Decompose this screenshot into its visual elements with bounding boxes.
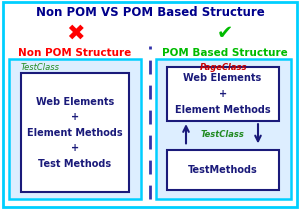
FancyBboxPatch shape [9, 59, 141, 199]
FancyBboxPatch shape [21, 73, 129, 192]
Text: Web Elements
+
Element Methods
+
Test Methods: Web Elements + Element Methods + Test Me… [27, 97, 123, 169]
FancyBboxPatch shape [156, 59, 291, 199]
Text: Web Elements
+
Element Methods: Web Elements + Element Methods [175, 73, 270, 115]
FancyBboxPatch shape [167, 150, 279, 190]
Text: POM Based Structure: POM Based Structure [162, 48, 288, 58]
Text: TestClass: TestClass [21, 63, 60, 72]
Text: ✖: ✖ [66, 23, 84, 43]
FancyBboxPatch shape [167, 67, 279, 121]
Text: Non POM Structure: Non POM Structure [18, 48, 132, 58]
Text: TestClass: TestClass [201, 130, 244, 139]
Text: PageClass: PageClass [200, 63, 247, 72]
Text: Non POM VS POM Based Structure: Non POM VS POM Based Structure [36, 6, 264, 19]
FancyBboxPatch shape [3, 2, 297, 207]
Text: ✔: ✔ [217, 24, 233, 43]
Text: TestMethods: TestMethods [188, 165, 257, 175]
